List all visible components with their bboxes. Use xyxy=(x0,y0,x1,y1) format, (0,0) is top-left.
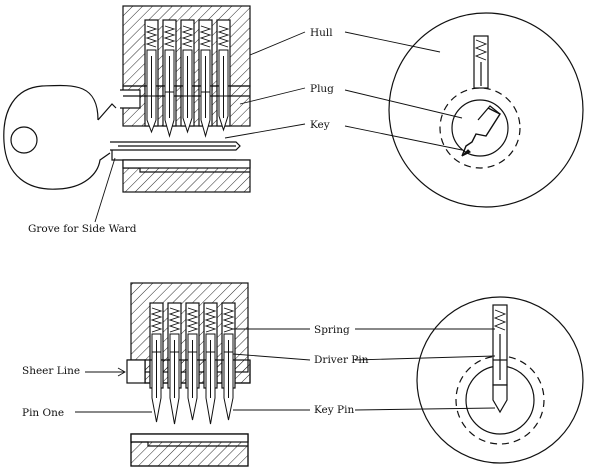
key-leader xyxy=(224,123,306,139)
bottom-front-key-pin xyxy=(492,384,508,414)
bottom-hull-circle xyxy=(416,296,584,464)
bottom-pins xyxy=(151,333,234,425)
pin-one-label: Pin One xyxy=(22,407,64,419)
plug-leader xyxy=(239,87,306,105)
groove-leader xyxy=(94,157,116,223)
sheer-line-label: Sheer Line xyxy=(22,365,80,377)
hull-label: Hull xyxy=(310,27,333,39)
plug-outer-dashed xyxy=(439,87,521,169)
plug-label: Plug xyxy=(310,83,334,95)
top-springs xyxy=(145,25,230,48)
bottom-front-view xyxy=(354,296,584,464)
bottom-springs xyxy=(150,307,235,333)
hull-leader xyxy=(249,31,306,56)
key-blade xyxy=(110,141,241,161)
driver-pin-label: Driver Pin xyxy=(314,354,369,366)
groove-label: Grove for Side Ward xyxy=(28,223,137,235)
hull-circle xyxy=(388,12,584,208)
top-pins xyxy=(146,49,229,138)
bottom-side-view xyxy=(75,282,311,467)
key-label: Key xyxy=(310,119,330,131)
lower-plate xyxy=(122,159,251,193)
front-key-profile xyxy=(461,107,502,157)
key-bow xyxy=(3,84,117,190)
top-side-view xyxy=(3,5,306,223)
spring-label: Spring xyxy=(314,324,350,336)
key-pin-label: Key Pin xyxy=(314,404,354,416)
top-front-view xyxy=(344,12,584,208)
plug-circle xyxy=(451,99,509,157)
bottom-lower-plate xyxy=(130,433,249,467)
